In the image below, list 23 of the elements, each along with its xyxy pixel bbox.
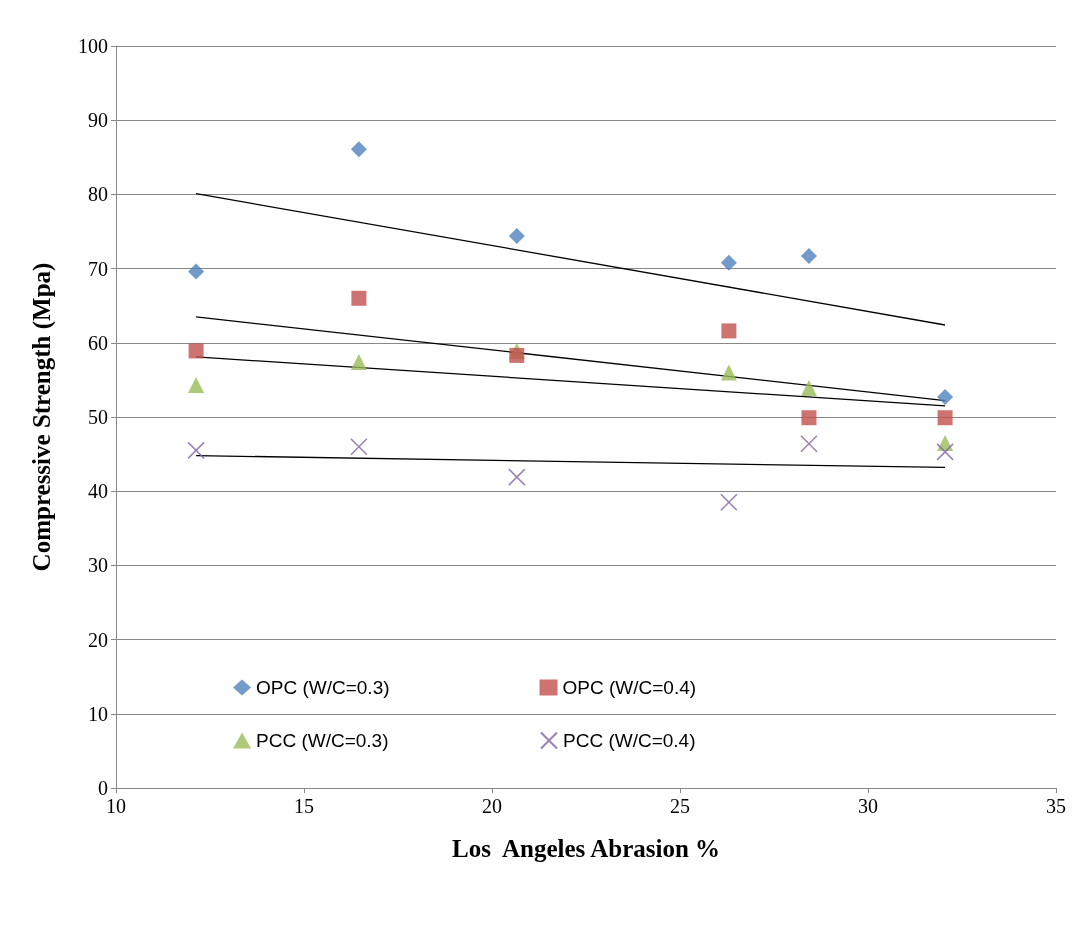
y-tick-label: 0 [98, 777, 108, 799]
y-tick-label: 40 [88, 480, 108, 503]
y-tick-label: 10 [88, 702, 108, 725]
y-tick-label: 30 [88, 554, 108, 577]
x-tick-label: 30 [858, 795, 878, 817]
legend-label: PCC (W/C=0.4) [562, 730, 696, 751]
legend-label: OPC (W/C=0.4) [562, 677, 697, 698]
legend-label: PCC (W/C=0.3) [256, 730, 389, 751]
x-tick-label: 10 [106, 795, 126, 817]
x-tick-label: 15 [294, 795, 314, 817]
y-tick-label: 90 [88, 109, 108, 132]
y-tick-label: 50 [88, 406, 108, 428]
x-tick-label: 25 [670, 795, 690, 817]
y-tick-label: 20 [88, 628, 108, 651]
y-tick-label: 100 [78, 35, 108, 57]
y-tick-label: 80 [88, 183, 108, 206]
legend-label: OPC (W/C=0.3) [256, 677, 390, 698]
x-axis-title: Los Angeles Abrasion % [451, 835, 721, 862]
y-axis-title: Compressive Strength (Mpa) [28, 262, 56, 572]
x-tick-label: 35 [1046, 795, 1066, 817]
x-tick-label: 20 [482, 795, 502, 817]
y-tick-label: 70 [88, 257, 108, 280]
y-tick-label: 60 [88, 331, 108, 354]
